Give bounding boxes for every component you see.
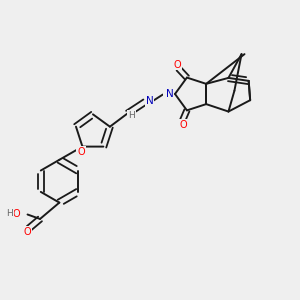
Text: O: O [173, 59, 181, 70]
Text: O: O [13, 209, 20, 219]
Text: N: N [164, 89, 171, 99]
Text: H: H [7, 209, 13, 218]
Text: O: O [179, 120, 187, 130]
Text: O: O [23, 227, 31, 237]
Text: N: N [146, 96, 154, 106]
Text: N: N [166, 89, 173, 99]
Text: H: H [128, 111, 135, 120]
Text: O: O [77, 147, 85, 157]
